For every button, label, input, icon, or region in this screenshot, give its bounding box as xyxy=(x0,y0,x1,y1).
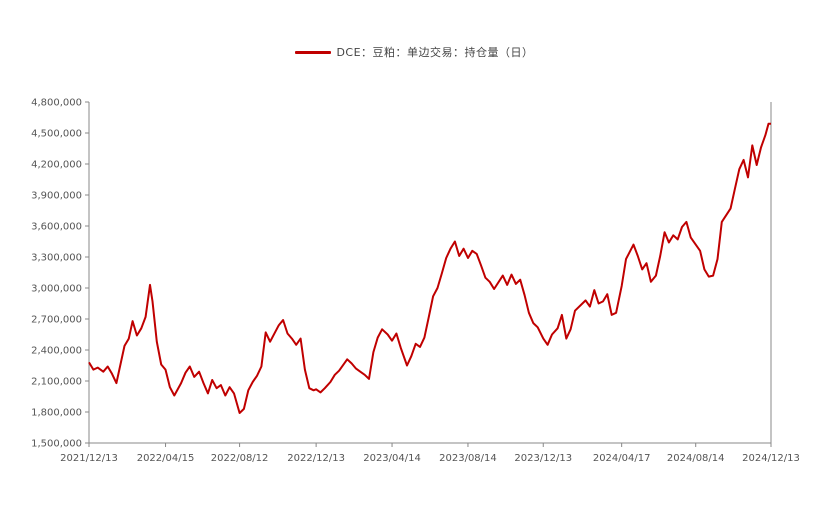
y-tick-label: 3,900,000 xyxy=(31,191,82,202)
y-tick-label: 3,300,000 xyxy=(31,253,82,264)
series-line xyxy=(88,122,771,414)
x-tick-label: 2023/08/14 xyxy=(439,453,497,464)
y-axis: 1,500,000 1,800,000 2,100,000 2,400,000 2,70… xyxy=(31,98,90,450)
y-tick-label: 3,000,000 xyxy=(31,284,82,295)
x-axis: 2021/12/13 2022/04/15 2022/08/12 2022/12/13… xyxy=(60,102,800,464)
y-tick-label: 2,100,000 xyxy=(31,377,82,388)
chart-legend[interactable]: DCE：豆粕：单边交易：持仓量（日） xyxy=(0,44,829,60)
x-tick-label: 2023/12/13 xyxy=(514,453,572,464)
y-tick-label: 3,600,000 xyxy=(31,222,82,233)
x-tick-label: 2023/04/14 xyxy=(363,453,421,464)
x-tick-label: 2022/04/15 xyxy=(137,453,195,464)
y-tick-label: 4,200,000 xyxy=(31,160,82,171)
y-tick-label: 4,800,000 xyxy=(31,98,82,109)
y-tick-label: 4,500,000 xyxy=(31,129,82,140)
plot-area xyxy=(88,122,771,414)
x-tick-label: 2024/04/17 xyxy=(593,453,651,464)
x-tick-label: 2024/12/13 xyxy=(742,453,800,464)
x-tick-label: 2022/12/13 xyxy=(287,453,345,464)
x-tick-label: 2022/08/12 xyxy=(211,453,269,464)
x-tick-label: 2021/12/13 xyxy=(60,453,118,464)
y-tick-label: 2,400,000 xyxy=(31,346,82,357)
x-tick-label: 2024/08/14 xyxy=(667,453,725,464)
y-tick-label: 1,800,000 xyxy=(31,408,82,419)
legend-swatch xyxy=(295,50,332,54)
y-tick-label: 1,500,000 xyxy=(31,439,82,450)
y-tick-label: 2,700,000 xyxy=(31,315,82,326)
legend-label: DCE：豆粕：单边交易：持仓量（日） xyxy=(336,46,534,59)
